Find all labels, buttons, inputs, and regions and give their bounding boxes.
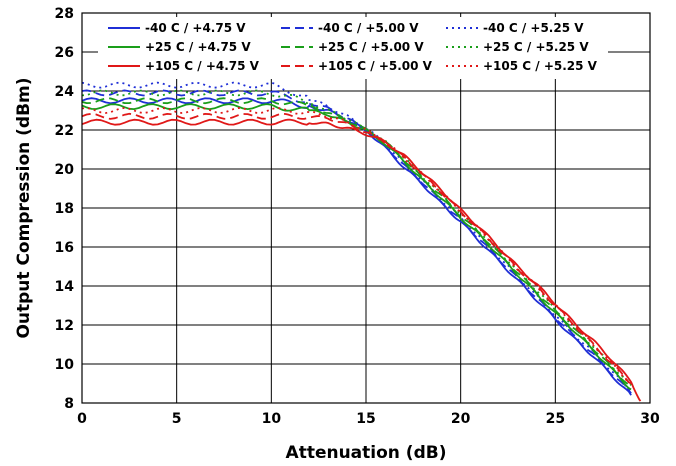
legend-label: +105 C / +4.75 V <box>145 59 260 73</box>
x-tick-label: 5 <box>172 411 182 427</box>
y-tick-label: 28 <box>55 6 74 22</box>
legend: -40 C / +4.75 V -40 C / +5.00 V -40 C / +5… <box>98 17 608 79</box>
x-tick-label: 30 <box>640 411 660 427</box>
series-line <box>82 81 632 393</box>
x-tick-label: 25 <box>546 411 565 427</box>
y-tick-label: 18 <box>55 201 74 217</box>
series-line <box>82 89 632 394</box>
y-tick-label: 14 <box>55 279 75 295</box>
series-lines <box>82 81 642 402</box>
y-tick-label: 8 <box>64 396 74 412</box>
x-tick-label: 10 <box>262 411 282 427</box>
y-tick-label: 22 <box>55 123 74 139</box>
legend-label: +105 C / +5.25 V <box>483 59 598 73</box>
y-tick-label: 12 <box>55 318 74 334</box>
legend-label: -40 C / +5.25 V <box>483 21 584 35</box>
legend-background <box>98 17 608 79</box>
y-axis-title: Output Compression (dBm) <box>14 77 34 338</box>
legend-label: +25 C / +5.25 V <box>483 40 589 54</box>
series-line <box>82 112 632 385</box>
x-tick-label: 15 <box>356 411 375 427</box>
x-tick-label: 0 <box>77 411 87 427</box>
legend-label: +25 C / +5.00 V <box>318 40 424 54</box>
y-tick-label: 16 <box>55 240 74 256</box>
series-line <box>82 89 632 386</box>
x-axis-title: Attenuation (dB) <box>286 443 447 463</box>
x-tick-label: 20 <box>451 411 471 427</box>
y-tick-label: 10 <box>55 357 75 373</box>
series-line <box>82 107 632 385</box>
series-line <box>82 118 642 402</box>
legend-label: +25 C / +4.75 V <box>145 40 251 54</box>
plot-frame <box>81 12 651 404</box>
legend-label: +105 C / +5.00 V <box>318 59 433 73</box>
series-line <box>82 103 632 391</box>
legend-label: -40 C / +4.75 V <box>145 21 246 35</box>
tick-labels: 0 5 10 15 20 25 30 8 10 12 14 16 18 20 22 24 26 28 <box>55 6 660 427</box>
y-tick-label: 24 <box>55 84 75 100</box>
y-tick-label: 20 <box>55 162 75 178</box>
y-tick-label: 26 <box>55 45 74 61</box>
legend-label: -40 C / +5.00 V <box>318 21 419 35</box>
